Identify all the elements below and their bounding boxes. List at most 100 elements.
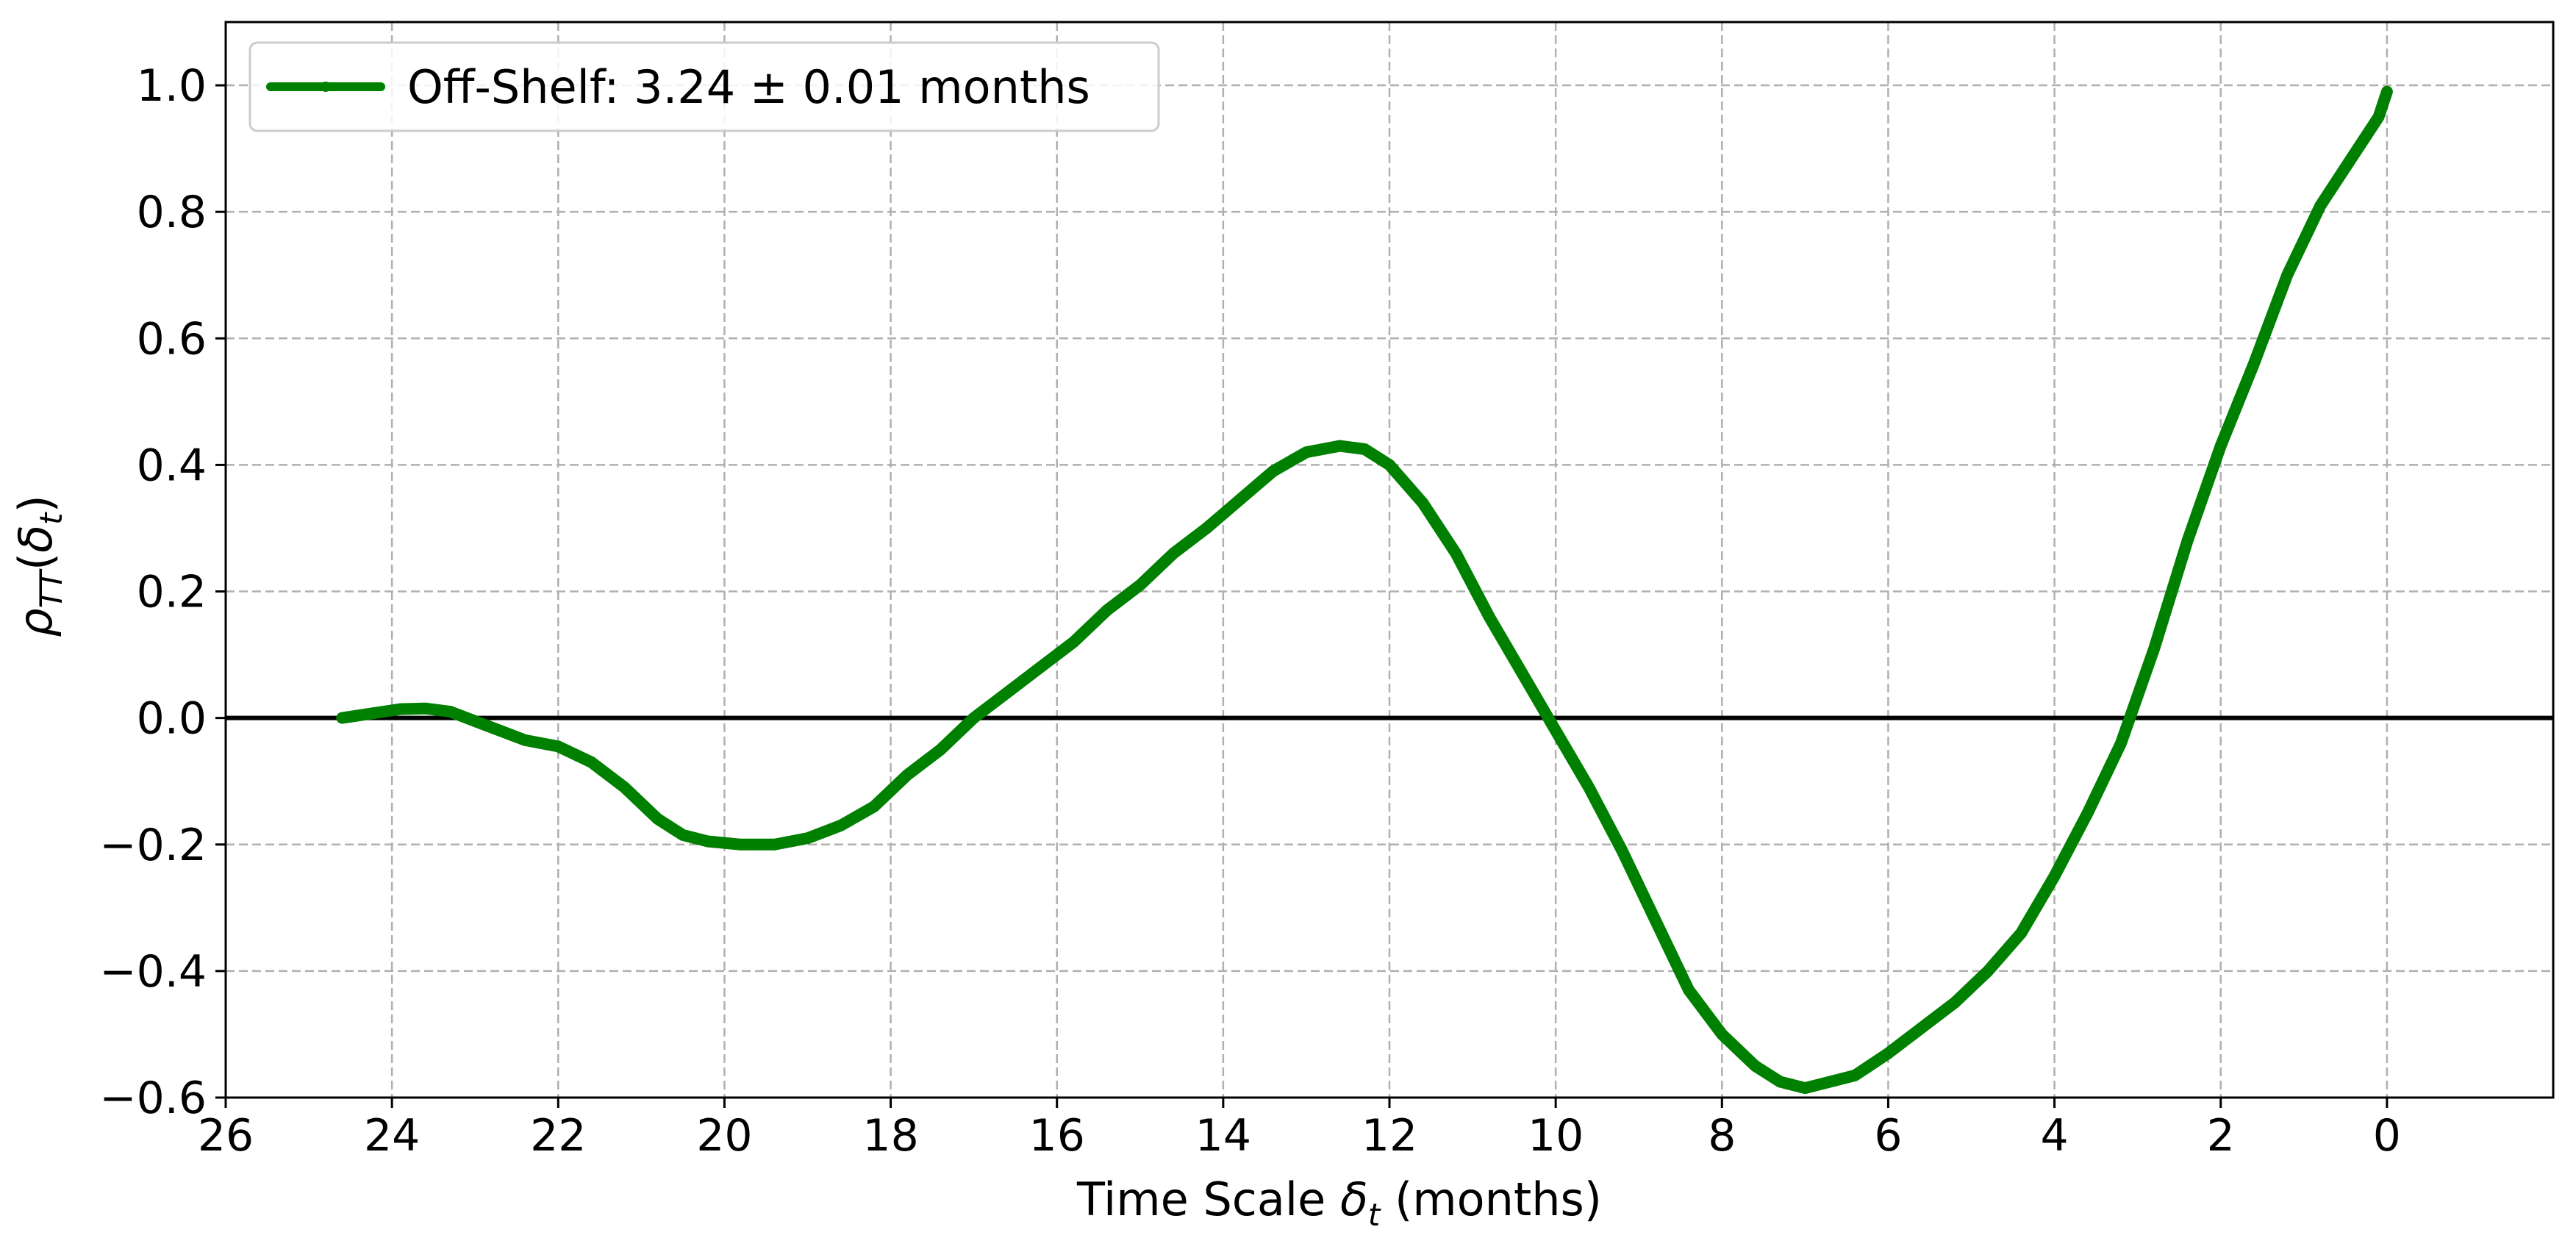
data-point	[702, 836, 713, 847]
x-tick-label: 10	[1528, 1110, 1584, 1162]
data-point	[1617, 845, 1628, 856]
data-point	[1825, 1076, 1836, 1087]
data-point	[869, 801, 879, 812]
x-tick-label: 16	[1029, 1110, 1085, 1162]
data-point	[420, 703, 431, 714]
y-axis-label-symbol: ρ	[9, 608, 62, 637]
data-point	[2149, 643, 2160, 654]
data-point	[1949, 997, 1960, 1008]
data-point	[1201, 523, 1212, 534]
y-tick-label: 0.4	[137, 440, 207, 491]
data-point	[553, 741, 564, 752]
data-point	[736, 839, 746, 850]
data-point	[1068, 637, 1079, 648]
data-point	[1883, 1048, 1894, 1059]
y-axis-label-subscript: TT	[33, 568, 69, 609]
x-axis-label-symbol: δ	[1340, 1173, 1368, 1226]
data-point	[653, 814, 663, 825]
y-axis-label-arg-subscript: t	[33, 512, 69, 525]
data-point	[370, 707, 381, 718]
data-point	[1417, 498, 1428, 508]
data-point	[2016, 928, 2027, 939]
x-tick-label: 22	[530, 1110, 586, 1162]
data-point	[1267, 466, 1278, 476]
y-tick-label: −0.6	[99, 1073, 207, 1124]
data-point	[1134, 579, 1145, 590]
data-point	[1983, 965, 1994, 976]
x-axis-label-post: (months)	[1380, 1173, 1602, 1226]
data-point	[677, 829, 688, 840]
x-axis-ticks: 26 24 22 20 18 16 14 12 10 8 6 4 2 0	[198, 1098, 2401, 1162]
data-point	[2082, 807, 2093, 818]
grid-lines	[224, 22, 2553, 1099]
data-point	[968, 712, 979, 723]
data-point	[1234, 494, 1245, 505]
x-tick-label: 24	[364, 1110, 420, 1162]
data-point	[2348, 149, 2359, 160]
data-point	[1517, 668, 1528, 679]
data-point	[1650, 915, 1661, 926]
data-point	[445, 706, 456, 717]
y-tick-label: 0.0	[137, 693, 207, 745]
x-tick-label: 18	[862, 1110, 918, 1162]
legend-entry-label: Off-Shelf: 3.24 ± 0.01 months	[407, 60, 1090, 114]
data-point	[802, 833, 813, 844]
x-axis-label-subscript: t	[1368, 1197, 1381, 1233]
x-axis-label-pre: Time Scale	[1076, 1173, 1340, 1226]
x-tick-label: 6	[1874, 1110, 1902, 1162]
data-point	[586, 756, 597, 767]
data-point	[2049, 870, 2060, 881]
data-point	[1035, 662, 1046, 673]
data-point	[1750, 1061, 1761, 1071]
data-point	[902, 770, 913, 781]
data-point	[1300, 447, 1312, 458]
data-point	[1550, 725, 1561, 736]
data-point	[2373, 112, 2384, 123]
data-point	[835, 820, 846, 831]
y-axis-label-arg: δ	[9, 525, 62, 553]
data-point	[769, 839, 780, 850]
y-tick-label: 0.2	[137, 567, 207, 618]
data-point	[2215, 440, 2226, 451]
y-axis-ticks: −0.6 −0.4 −0.2 0.0 0.2 0.4 0.6 0.8 1.0	[99, 60, 226, 1124]
y-axis-label-close: )	[9, 495, 62, 512]
data-point	[1001, 687, 1012, 698]
data-point	[2315, 200, 2326, 211]
data-point	[470, 716, 481, 726]
data-point	[1916, 1023, 1927, 1034]
data-point	[337, 712, 348, 723]
data-point	[395, 704, 406, 715]
x-tick-label: 14	[1195, 1110, 1251, 1162]
legend-box	[248, 41, 1160, 132]
data-point	[1450, 548, 1461, 559]
data-point	[495, 725, 506, 736]
data-point	[520, 734, 531, 745]
data-point	[1384, 459, 1395, 470]
data-point	[2381, 86, 2392, 97]
data-point	[1717, 1028, 1728, 1039]
series-layer	[336, 85, 2393, 1095]
data-point	[1484, 612, 1495, 622]
x-tick-label: 12	[1362, 1110, 1417, 1162]
data-point	[935, 744, 946, 755]
y-tick-label: 1.0	[137, 60, 207, 112]
data-point	[1101, 605, 1112, 616]
y-tick-label: −0.4	[99, 946, 207, 998]
legend: Off-Shelf: 3.24 ± 0.01 months	[248, 41, 1160, 132]
x-tick-label: 20	[696, 1110, 752, 1162]
data-point	[619, 782, 630, 793]
y-tick-label: −0.2	[99, 820, 207, 871]
data-point	[1850, 1070, 1861, 1081]
x-tick-label: 8	[1708, 1110, 1736, 1162]
data-point	[1334, 440, 1345, 451]
data-point	[1584, 782, 1595, 793]
y-axis-label: ρTT(δt)	[9, 495, 69, 637]
data-point	[1775, 1076, 1786, 1087]
y-tick-label: 0.8	[137, 187, 207, 238]
legend-swatch-marker	[321, 82, 331, 92]
data-point	[1800, 1083, 1811, 1094]
data-point	[1359, 443, 1370, 454]
data-point	[1168, 548, 1178, 559]
y-tick-label: 0.6	[137, 313, 207, 365]
